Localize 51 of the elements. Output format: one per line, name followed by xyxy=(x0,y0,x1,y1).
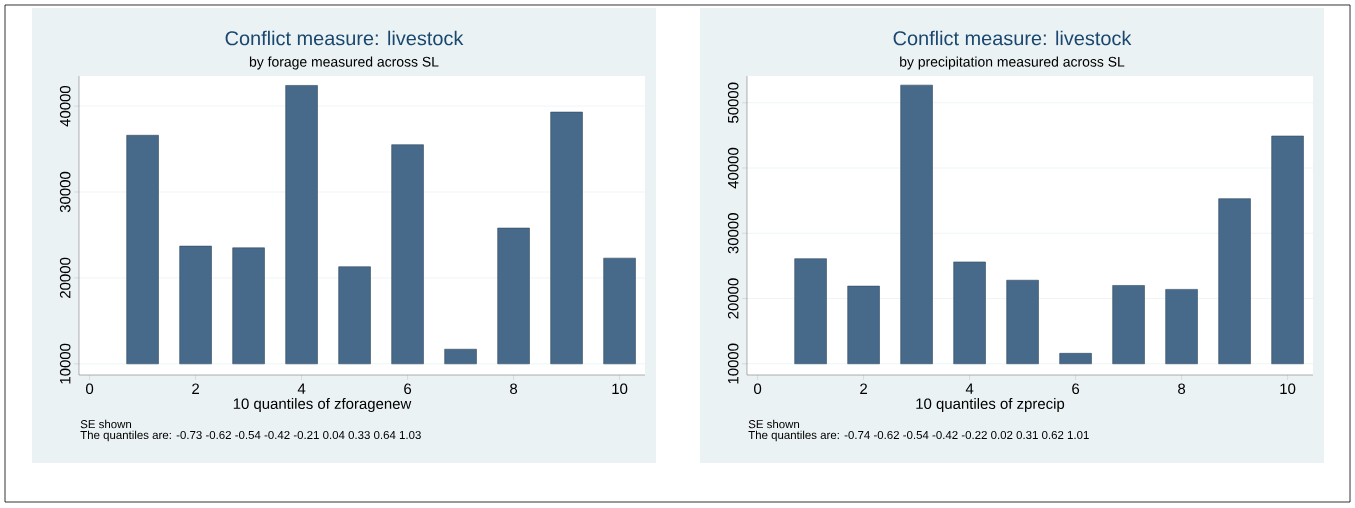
bar xyxy=(1271,135,1304,365)
chart-subtitle: by precipitation measured across SL xyxy=(900,56,1125,70)
x-tick-label: 2 xyxy=(860,383,868,394)
bar xyxy=(1112,285,1145,365)
y-tick-label: 30000 xyxy=(727,213,739,254)
bar xyxy=(953,261,986,365)
y-tick-label: 20000 xyxy=(59,257,71,298)
bar xyxy=(391,144,424,365)
bar xyxy=(900,84,933,365)
x-tick-label: 0 xyxy=(754,383,762,395)
bar xyxy=(444,348,477,365)
bar xyxy=(497,227,530,365)
chart-subtitle: by forage measured across SL xyxy=(249,56,439,70)
y-tick-label: 10000 xyxy=(727,343,739,384)
x-tick-label: 0 xyxy=(86,383,94,395)
x-tick-label: 4 xyxy=(965,383,974,394)
x-tick-label: 6 xyxy=(1072,383,1080,395)
bar xyxy=(794,258,827,365)
x-tick-label: 8 xyxy=(510,383,518,395)
x-tick-label: 2 xyxy=(192,383,199,394)
text: SE shown xyxy=(748,419,800,429)
bar xyxy=(1218,198,1251,365)
bar xyxy=(550,111,583,365)
bar xyxy=(179,245,212,365)
bar xyxy=(285,85,318,365)
y-tick-label: 30000 xyxy=(59,171,71,213)
text: The quantiles are: -0.73 -0.62 -0.54 -0.42 -0.21 0.04 0.33 0.64 1.03 xyxy=(80,430,421,442)
chart-title: Conflict measure: livestock xyxy=(225,30,464,46)
x-tick-label: 4 xyxy=(297,383,306,394)
bar xyxy=(338,266,371,365)
bar xyxy=(1059,353,1092,365)
bar xyxy=(1165,289,1198,365)
y-tick-label: 50000 xyxy=(727,82,739,123)
x-axis-title: 10 quantiles of zforagenew xyxy=(233,398,412,412)
bar xyxy=(847,285,880,365)
y-tick-label: 40000 xyxy=(727,147,739,189)
x-tick-label: 10 xyxy=(612,383,628,395)
y-tick-label: 20000 xyxy=(727,278,739,319)
text: The quantiles are: -0.74 -0.62 -0.54 -0.42 -0.22 0.02 0.31 0.62 1.01 xyxy=(748,430,1089,442)
x-tick-label: 8 xyxy=(1178,383,1186,395)
bar xyxy=(232,247,265,365)
x-tick-label: 6 xyxy=(404,383,412,395)
text: SE shown xyxy=(80,419,132,429)
x-tick-label: 10 xyxy=(1280,383,1296,395)
x-axis-title: 10 quantiles of zprecip xyxy=(916,398,1065,412)
chart-title: Conflict measure: livestock xyxy=(893,30,1132,46)
bar xyxy=(126,134,159,365)
y-tick-label: 10000 xyxy=(59,343,71,384)
bar xyxy=(603,257,636,365)
y-tick-label: 40000 xyxy=(59,85,71,127)
bar xyxy=(1006,279,1039,365)
